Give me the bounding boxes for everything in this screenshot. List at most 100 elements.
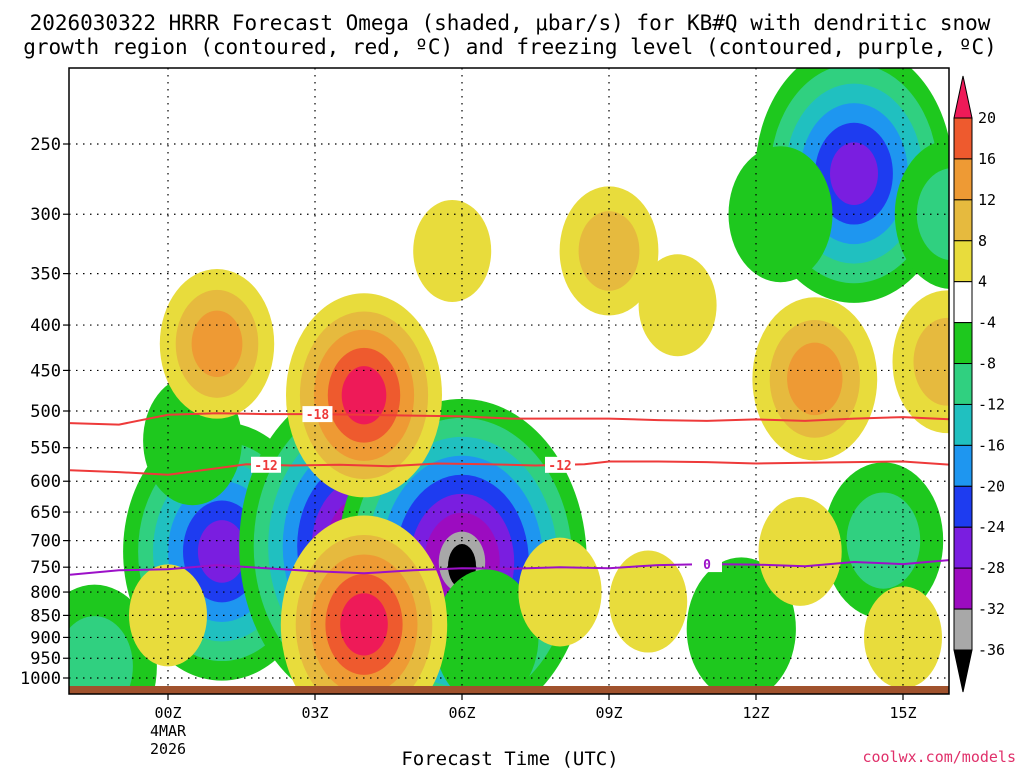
omega-shade-band [69,616,133,694]
omega-shade-band [341,366,387,425]
y-tick-label: 650 [30,503,61,523]
omega-feature [894,139,949,289]
chart-title-line-2: growth region (contoured, red, ºC) and f… [23,35,997,59]
colorbar-tick-label: 4 [978,273,987,291]
omega-shade-band [638,254,717,357]
colorbar-swatch [953,485,973,528]
omega-shade-band [609,550,688,653]
omega-shade-band [916,168,949,261]
y-tick-label: 700 [30,532,61,552]
omega-shade-band [340,593,388,656]
x-tick-label: 06Z [448,704,475,722]
contour-minus-12C [69,460,949,476]
chart-title-line-1: 2026030322 HRRR Forecast Omega (shaded, … [30,11,991,35]
x-tick-label: 15Z [889,704,916,722]
x-tick-label: 12Z [742,704,769,722]
temperature-contours: -18 -12 -12 0 [69,406,949,576]
contour-label: 0 [703,558,711,573]
colorbar-tick-label: -32 [978,600,1005,618]
y-tick-label: 550 [30,439,61,459]
omega-feature [823,462,944,619]
colorbar-tick-label: 16 [978,150,996,168]
contour-minus-18C [69,412,949,426]
colorbar-legend: 20 16 12 8 4 -4 -8 -12 -16 -20 -24 -28 -32 -36 [953,75,1005,693]
omega-shading [69,68,949,694]
colorbar-tick-label: 20 [978,109,996,127]
y-tick-label: 1000 [20,669,61,689]
omega-feature [280,515,448,694]
colorbar-tick-label: -20 [978,477,1005,495]
contour-label-mask [692,556,722,573]
omega-shade-band [191,310,243,378]
y-tick-label: 250 [30,135,61,155]
colorbar-swatch [953,526,973,569]
colorbar-swatch [953,240,973,283]
omega-feature [413,199,492,302]
contour-label-mask [302,406,333,423]
ground-surface [69,686,949,694]
colorbar-swatch [953,322,973,365]
omega-feature [638,254,717,357]
y-tick-label: 350 [30,265,61,285]
colorbar-tick-label: -28 [978,559,1005,577]
contour-label: -12 [548,459,571,474]
x-tick-label: 03Z [301,704,328,722]
omega-feature [159,269,275,419]
colorbar-swatch [953,567,973,610]
y-tick-label: 950 [30,649,61,669]
colorbar-swatch [953,281,973,324]
contour-label-mask [251,456,281,473]
omega-feature [286,293,442,498]
y-tick-label: 450 [30,361,61,381]
plot-area: -18 -12 -12 0 [69,68,949,694]
omega-feature [434,569,539,694]
contour-zero-C [69,559,949,576]
y-tick-label: 400 [30,316,61,336]
omega-shade-band [434,569,539,694]
y-tick-label: 600 [30,472,61,492]
y-tick-label: 900 [30,628,61,648]
credit-text: coolwx.com/models [862,748,1016,766]
colorbar-swatch [953,117,973,160]
omega-feature [752,297,878,461]
omega-shade-band [413,199,492,302]
x-tick-label: 00Z [154,704,181,722]
colorbar-swatch [953,363,973,405]
y-tick-label: 850 [30,606,61,626]
omega-feature [892,290,949,434]
colorbar-tick-label: 8 [978,232,987,250]
colorbar-tick-label: -36 [978,641,1005,659]
colorbar-swatch [953,158,973,201]
plot-frame [68,67,950,695]
colorbar-swatch [953,199,973,242]
omega-shade-band [197,520,246,583]
y-tick-label: 500 [30,402,61,422]
x-tick-label: 09Z [595,704,622,722]
y-tick-label: 750 [30,558,61,578]
omega-feature [609,550,688,653]
omega-shade-band [830,142,878,205]
contour-label: -12 [254,459,277,474]
chart-title: 2026030322 HRRR Forecast Omega (shaded, … [23,11,997,59]
colorbar-tick-label: -8 [978,355,996,373]
colorbar-swatch [953,444,973,487]
omega-feature [728,146,833,283]
colorbar-tick-label: -24 [978,518,1005,536]
x-tick-year-label: 2026 [150,740,186,758]
colorbar-tick-label: -4 [978,314,996,332]
colorbar-swatch [953,608,973,651]
omega-shade-band [758,497,842,606]
y-tick-label: 800 [30,583,61,603]
colorbar-tick-label: -16 [978,436,1005,454]
omega-shade-band [728,146,833,283]
x-axis-label: Forecast Time (UTC) [401,748,618,768]
colorbar-swatch [953,403,973,446]
colorbar-tick-label: -12 [978,395,1005,413]
omega-shade-band [787,342,843,416]
y-axis: 2503003504004505005506006507007508008509… [20,135,69,689]
omega-feature [758,497,842,606]
contour-label: -18 [306,408,330,423]
